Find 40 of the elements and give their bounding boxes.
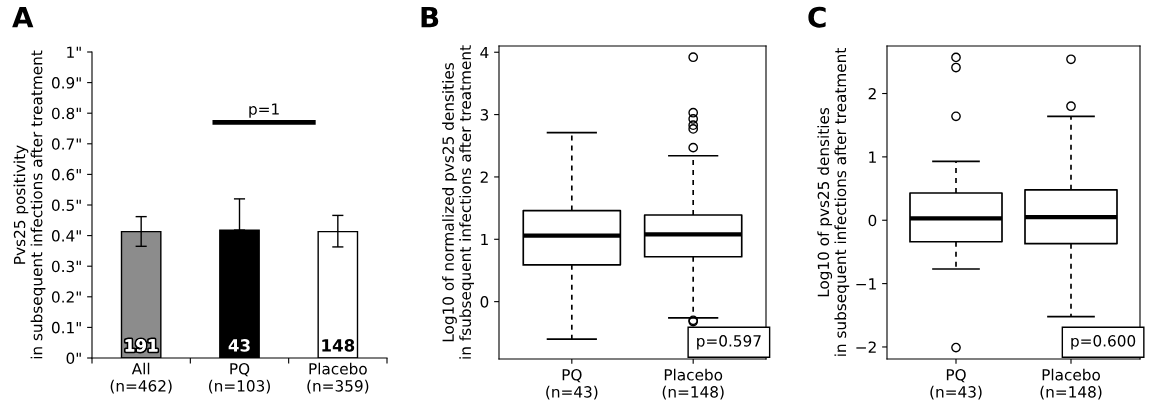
y-tick-label: 0	[480, 296, 489, 308]
y-tick-label: 3	[480, 109, 489, 121]
x-tick-label: Placebo (n=148)	[1040, 368, 1102, 400]
y-tick-label: −1	[856, 278, 876, 290]
y-tick-label: 0.7"	[51, 138, 81, 150]
x-tick-label: PQ (n=43)	[930, 368, 982, 400]
y-tick-label: 1	[481, 233, 488, 246]
x-tick-label: Placebo (n=359)	[307, 362, 369, 394]
y-tick-label: 0"	[66, 352, 81, 365]
y-axis-title: Pvs25 positivity in subsequent infections after treatment	[13, 50, 46, 359]
y-tick-label: 0.5"	[51, 199, 81, 212]
y-tick-label: 2	[480, 171, 488, 183]
chart-title: B	[421, 7, 439, 28]
y-tick-label: 0.9"	[51, 77, 81, 89]
y-axis-title: Log10 of pvs25 densities in subsequent infections after treatment	[817, 48, 850, 356]
annotation: 43	[228, 339, 250, 352]
annotation: p=0.597	[697, 335, 761, 350]
y-tick-label: 1"	[67, 46, 81, 58]
y-tick-label: −2	[856, 341, 876, 353]
annotation: 148	[322, 339, 355, 352]
annotation: p=1	[249, 103, 279, 118]
y-tick-label: 4	[480, 46, 489, 59]
y-tick-label: 2	[868, 87, 876, 100]
y-tick-label: 1	[869, 151, 876, 163]
y-tick-label: 0.3"	[51, 260, 81, 273]
chart-title: C	[808, 6, 826, 28]
x-tick-label: Placebo (n=148)	[662, 368, 724, 400]
y-tick-label: 0.2"	[51, 291, 81, 303]
y-tick-label: 0.6"	[51, 168, 81, 181]
y-axis-title: Log10 of normalized pvs25 densities in fsubsequent infections after treatment	[442, 45, 474, 359]
y-tick-label: 0.4"	[51, 230, 81, 242]
x-tick-label: All (n=462)	[110, 362, 172, 394]
y-tick-label: 0	[868, 214, 877, 227]
x-tick-label: PQ (n=103)	[209, 362, 270, 394]
chart-title: A	[12, 7, 34, 28]
annotation: 191	[125, 339, 158, 352]
y-tick-label: 0.8"	[51, 107, 81, 120]
y-tick-label: 0.1"	[51, 321, 81, 334]
x-tick-label: PQ (n=43)	[546, 368, 598, 400]
annotation: p=0.600	[1071, 335, 1136, 350]
